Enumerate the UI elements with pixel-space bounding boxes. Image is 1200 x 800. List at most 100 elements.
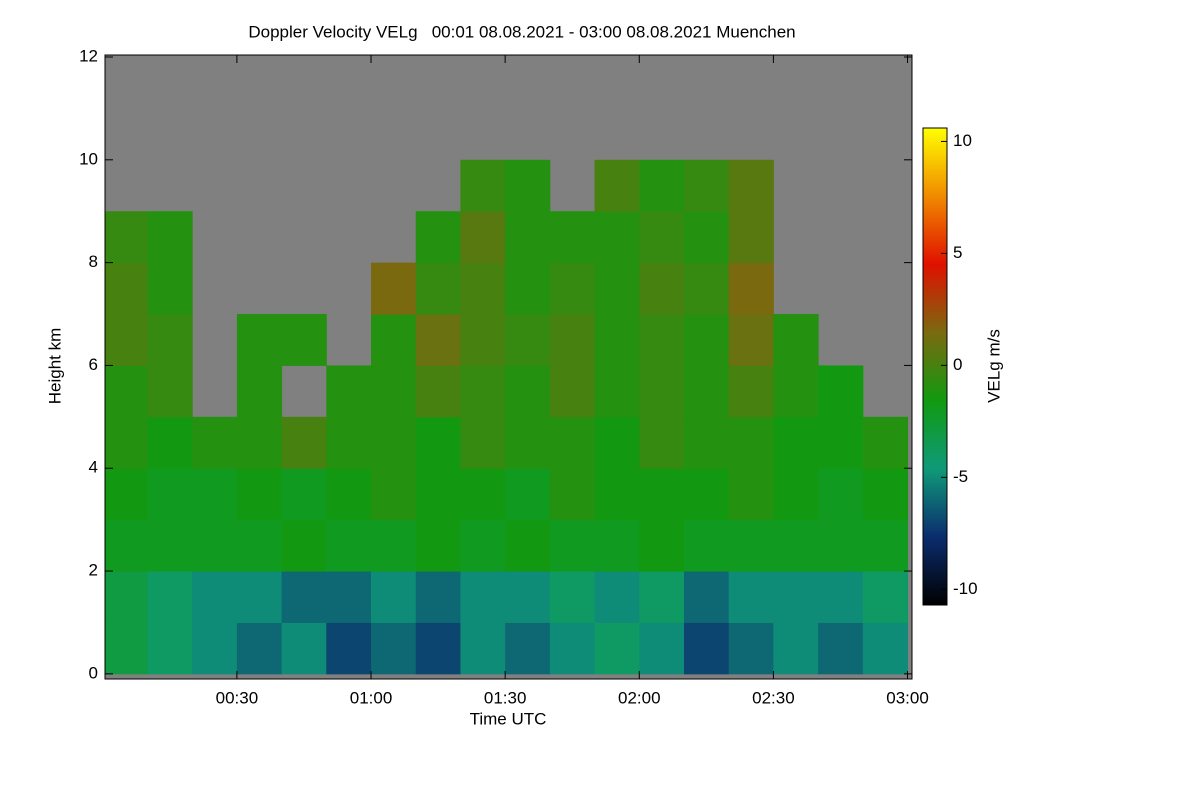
heatmap-cell [639, 416, 685, 469]
heatmap-cell [549, 519, 596, 572]
plot-frame [104, 54, 913, 680]
heatmap-cell [460, 314, 506, 366]
heatmap-cell [460, 211, 506, 264]
x-tick-label: 02:30 [752, 688, 795, 707]
heatmap-cell [192, 416, 238, 469]
heatmap-cell [505, 519, 551, 572]
heatmap-cell [639, 365, 685, 418]
x-tick-label: 03:00 [886, 688, 929, 707]
heatmap-cell [639, 571, 685, 623]
heatmap-cell [147, 622, 193, 675]
heatmap-cell [371, 314, 417, 366]
colorbar [922, 127, 948, 606]
heatmap-cell [371, 416, 417, 469]
heatmap-cell [683, 519, 730, 572]
heatmap-cell [415, 314, 461, 366]
heatmap-cell [773, 622, 819, 675]
heatmap-cell [683, 571, 730, 623]
heatmap-cell [505, 262, 551, 315]
heatmap-cell [594, 211, 640, 264]
colorbar-label: VELg m/s [984, 329, 1003, 403]
heatmap-cell [639, 159, 685, 212]
y-tick-label: 6 [89, 355, 98, 374]
heatmap-cell [773, 416, 819, 469]
heatmap-cell [415, 365, 461, 418]
heatmap-cell [105, 622, 148, 675]
heatmap-cell [147, 519, 193, 572]
heatmap-cell [147, 365, 193, 418]
heatmap-cell [192, 519, 238, 572]
heatmap-cell [147, 468, 193, 521]
y-tick-label: 2 [89, 561, 98, 580]
heatmap-cell [236, 622, 283, 675]
y-tick-label: 8 [89, 252, 98, 271]
heatmap-cell [594, 365, 640, 418]
heatmap-cell [862, 571, 909, 623]
y-tick-label: 0 [89, 663, 98, 682]
heatmap-cell [371, 622, 417, 675]
heatmap-cell [862, 519, 909, 572]
heatmap-cell [415, 262, 461, 315]
heatmap-cell [192, 468, 238, 521]
heatmap-cell [326, 519, 372, 572]
heatmap-cell [371, 365, 417, 418]
heatmap-cell [105, 571, 148, 623]
heatmap-cell [818, 416, 864, 469]
heatmap-cell [773, 314, 819, 366]
heatmap-cell [371, 468, 417, 521]
x-axis-label: Time UTC [470, 709, 547, 728]
heatmap-cell [683, 314, 730, 366]
heatmap-cell [639, 262, 685, 315]
heatmap-cell [460, 519, 506, 572]
heatmap-cell [728, 468, 774, 521]
heatmap-cell [192, 571, 238, 623]
heatmap-cell [236, 314, 283, 366]
heatmap-cell [505, 365, 551, 418]
heatmap-cell [549, 365, 596, 418]
heatmap-cell [281, 416, 327, 469]
y-tick-label: 12 [79, 46, 98, 65]
heatmap-cell [639, 519, 685, 572]
heatmap-cell [460, 416, 506, 469]
heatmap-cell [773, 468, 819, 521]
heatmap-cell [236, 571, 283, 623]
heatmap-cell [594, 159, 640, 212]
colorbar-tick-label: -10 [953, 579, 978, 598]
heatmap-cell [594, 468, 640, 521]
x-tick-label: 01:00 [350, 688, 393, 707]
heatmap-cell [460, 571, 506, 623]
heatmap [105, 159, 909, 675]
heatmap-cell [683, 211, 730, 264]
heatmap-cell [105, 468, 148, 521]
heatmap-cell [371, 519, 417, 572]
heatmap-cell [505, 314, 551, 366]
heatmap-cell [728, 211, 774, 264]
heatmap-cell [773, 519, 819, 572]
heatmap-cell [639, 468, 685, 521]
heatmap-cell [147, 211, 193, 264]
heatmap-cell [549, 468, 596, 521]
heatmap-cell [505, 211, 551, 264]
heatmap-cell [639, 622, 685, 675]
heatmap-cell [105, 314, 148, 366]
heatmap-cell [549, 314, 596, 366]
heatmap-cell [326, 622, 372, 675]
x-tick-label: 00:30 [216, 688, 259, 707]
heatmap-cell [505, 416, 551, 469]
colorbar-tick-label: 5 [953, 243, 962, 262]
heatmap-cell [505, 622, 551, 675]
heatmap-cell [594, 262, 640, 315]
heatmap-cell [371, 262, 417, 315]
heatmap-cell [415, 519, 461, 572]
heatmap-cell [281, 468, 327, 521]
heatmap-cell [639, 211, 685, 264]
heatmap-cell [683, 622, 730, 675]
heatmap-cell [460, 365, 506, 418]
heatmap-cell [683, 468, 730, 521]
heatmap-cell [728, 416, 774, 469]
heatmap-cell [236, 365, 283, 418]
heatmap-cell [818, 622, 864, 675]
heatmap-cell [594, 416, 640, 469]
heatmap-cell [549, 416, 596, 469]
